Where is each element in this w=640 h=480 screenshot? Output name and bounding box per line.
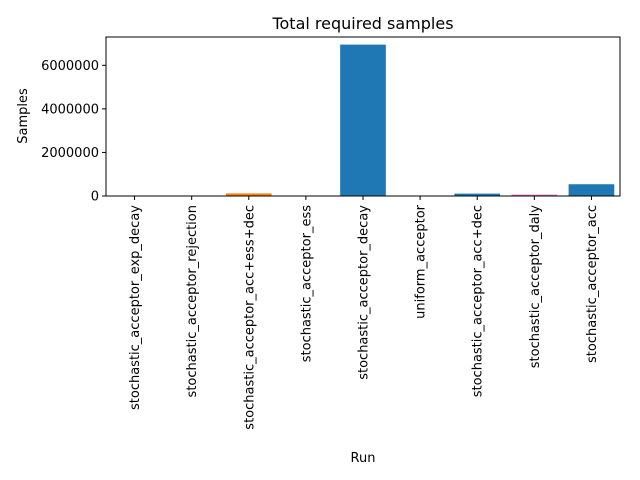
x-tick-label: stochastic_acceptor_exp_decay xyxy=(128,205,143,410)
x-tick-label: stochastic_acceptor_daly xyxy=(528,205,543,369)
x-tick-label: stochastic_acceptor_decay xyxy=(357,205,372,380)
chart-title: Total required samples xyxy=(271,14,453,33)
x-tick-label: stochastic_acceptor_rejection xyxy=(185,205,200,397)
x-tick-label: stochastic_acceptor_ess xyxy=(299,205,314,362)
x-tick-label: stochastic_acceptor_acc+dec xyxy=(471,205,486,397)
bar-stochastic_acceptor_daly xyxy=(511,194,558,196)
x-tick-label: stochastic_acceptor_acc+ess+dec xyxy=(242,205,257,430)
bar-stochastic_acceptor_acc+dec xyxy=(454,193,501,196)
bars-group xyxy=(111,44,615,196)
y-tick-label: 4000000 xyxy=(41,102,99,117)
y-axis-label: Samples xyxy=(16,88,31,144)
x-axis-label: Run xyxy=(351,451,376,466)
plot-frame xyxy=(105,36,621,197)
y-tick-label: 6000000 xyxy=(41,59,99,74)
bar-stochastic_acceptor_acc xyxy=(568,184,615,196)
x-tick-label: stochastic_acceptor_acc xyxy=(585,205,600,363)
y-tick-label: 0 xyxy=(91,190,99,205)
y-axis: 0 2000000 4000000 6000000 xyxy=(41,59,106,205)
x-axis: stochastic_acceptor_exp_decay stochastic_… xyxy=(128,196,600,430)
bar-stochastic_acceptor_acc+ess+dec xyxy=(225,193,272,196)
x-tick-label: uniform_acceptor xyxy=(414,204,429,318)
y-tick-label: 2000000 xyxy=(41,146,99,161)
bar-stochastic_acceptor_decay xyxy=(340,44,386,196)
